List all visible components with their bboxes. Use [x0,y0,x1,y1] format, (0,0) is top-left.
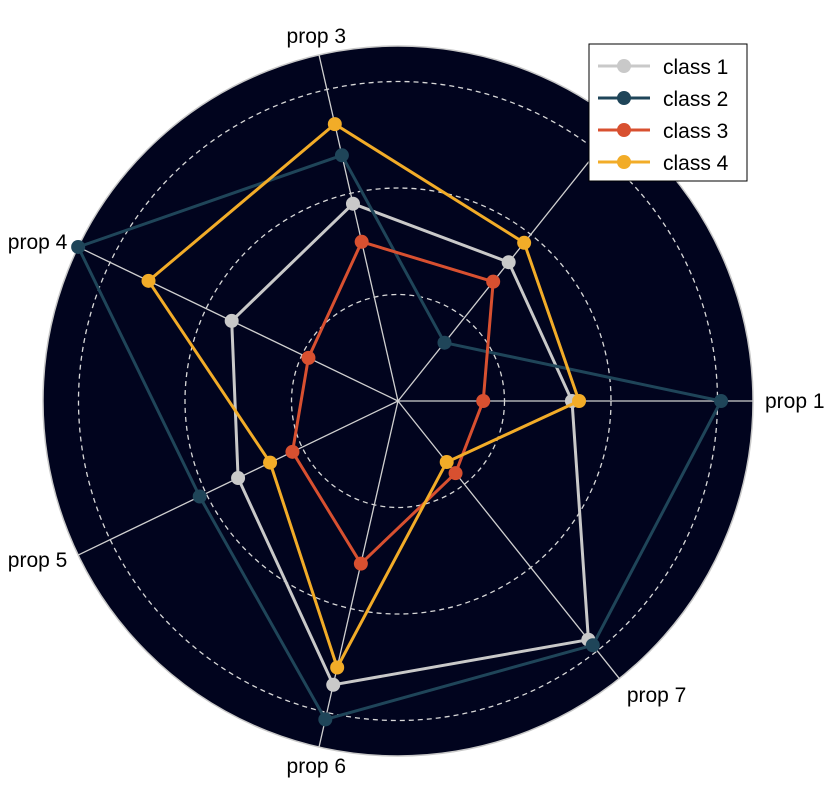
legend-marker-2 [617,91,631,105]
legend-marker-1 [617,59,631,73]
spoke-7 [397,400,620,679]
series-2-point-3 [334,148,349,163]
legend-marker-3 [617,123,631,137]
series-4 [141,117,587,675]
series-2-point-5 [192,489,207,504]
series-1-point-3 [345,196,360,211]
series-4-point-1 [572,394,587,408]
legend-label-1: class 1 [663,56,728,79]
series-1-point-6 [326,677,341,692]
axis-label-6: prop 6 [287,755,347,778]
series-line-2 [76,153,723,721]
series-4-point-5 [263,455,278,470]
legend-label-3: class 3 [663,120,728,143]
series-3-point-3 [354,234,369,249]
series-3-point-5 [285,444,300,459]
series-2 [71,148,729,727]
series-2-point-6 [318,712,333,727]
series-2-point-4 [71,239,86,254]
series-lines [71,117,729,727]
series-3-point-6 [353,556,368,571]
series-line-1 [230,202,590,687]
series-4-point-6 [330,660,345,675]
series-line-4 [147,122,581,669]
series-line-3 [291,240,495,566]
series-4-point-3 [327,117,342,132]
axis-label-1: prop 1 [765,390,825,413]
axis-label-7: prop 7 [627,684,687,707]
series-1 [224,196,596,692]
series-4-point-7 [439,455,454,470]
legend-label-4: class 4 [663,152,729,175]
series-2-point-2 [437,335,452,350]
legend-marker-4 [617,155,631,169]
axis-label-4: prop 4 [8,231,68,254]
axis-label-5: prop 5 [8,549,68,572]
series-3-point-4 [301,350,316,365]
series-2-point-1 [714,394,729,408]
series-1-point-5 [231,471,246,486]
series-1-point-2 [501,255,516,270]
axis-label-3: prop 3 [287,25,347,48]
series-3-point-7 [448,466,463,481]
series-4-point-4 [141,273,156,288]
axis-labels: prop 1 prop 3 prop 4 prop 5 prop 6 prop 7 [8,25,825,778]
legend: class 1 class 2 class 3 class 4 [588,43,748,182]
series-3-point-1 [476,394,491,408]
series-3-point-2 [486,274,501,289]
series-3 [285,234,501,571]
spoke-4 [77,246,399,402]
series-4-point-2 [517,235,532,250]
spoke-3 [318,54,399,402]
legend-label-2: class 2 [663,88,728,111]
series-1-point-4 [224,313,239,328]
series-2-point-7 [585,638,600,653]
